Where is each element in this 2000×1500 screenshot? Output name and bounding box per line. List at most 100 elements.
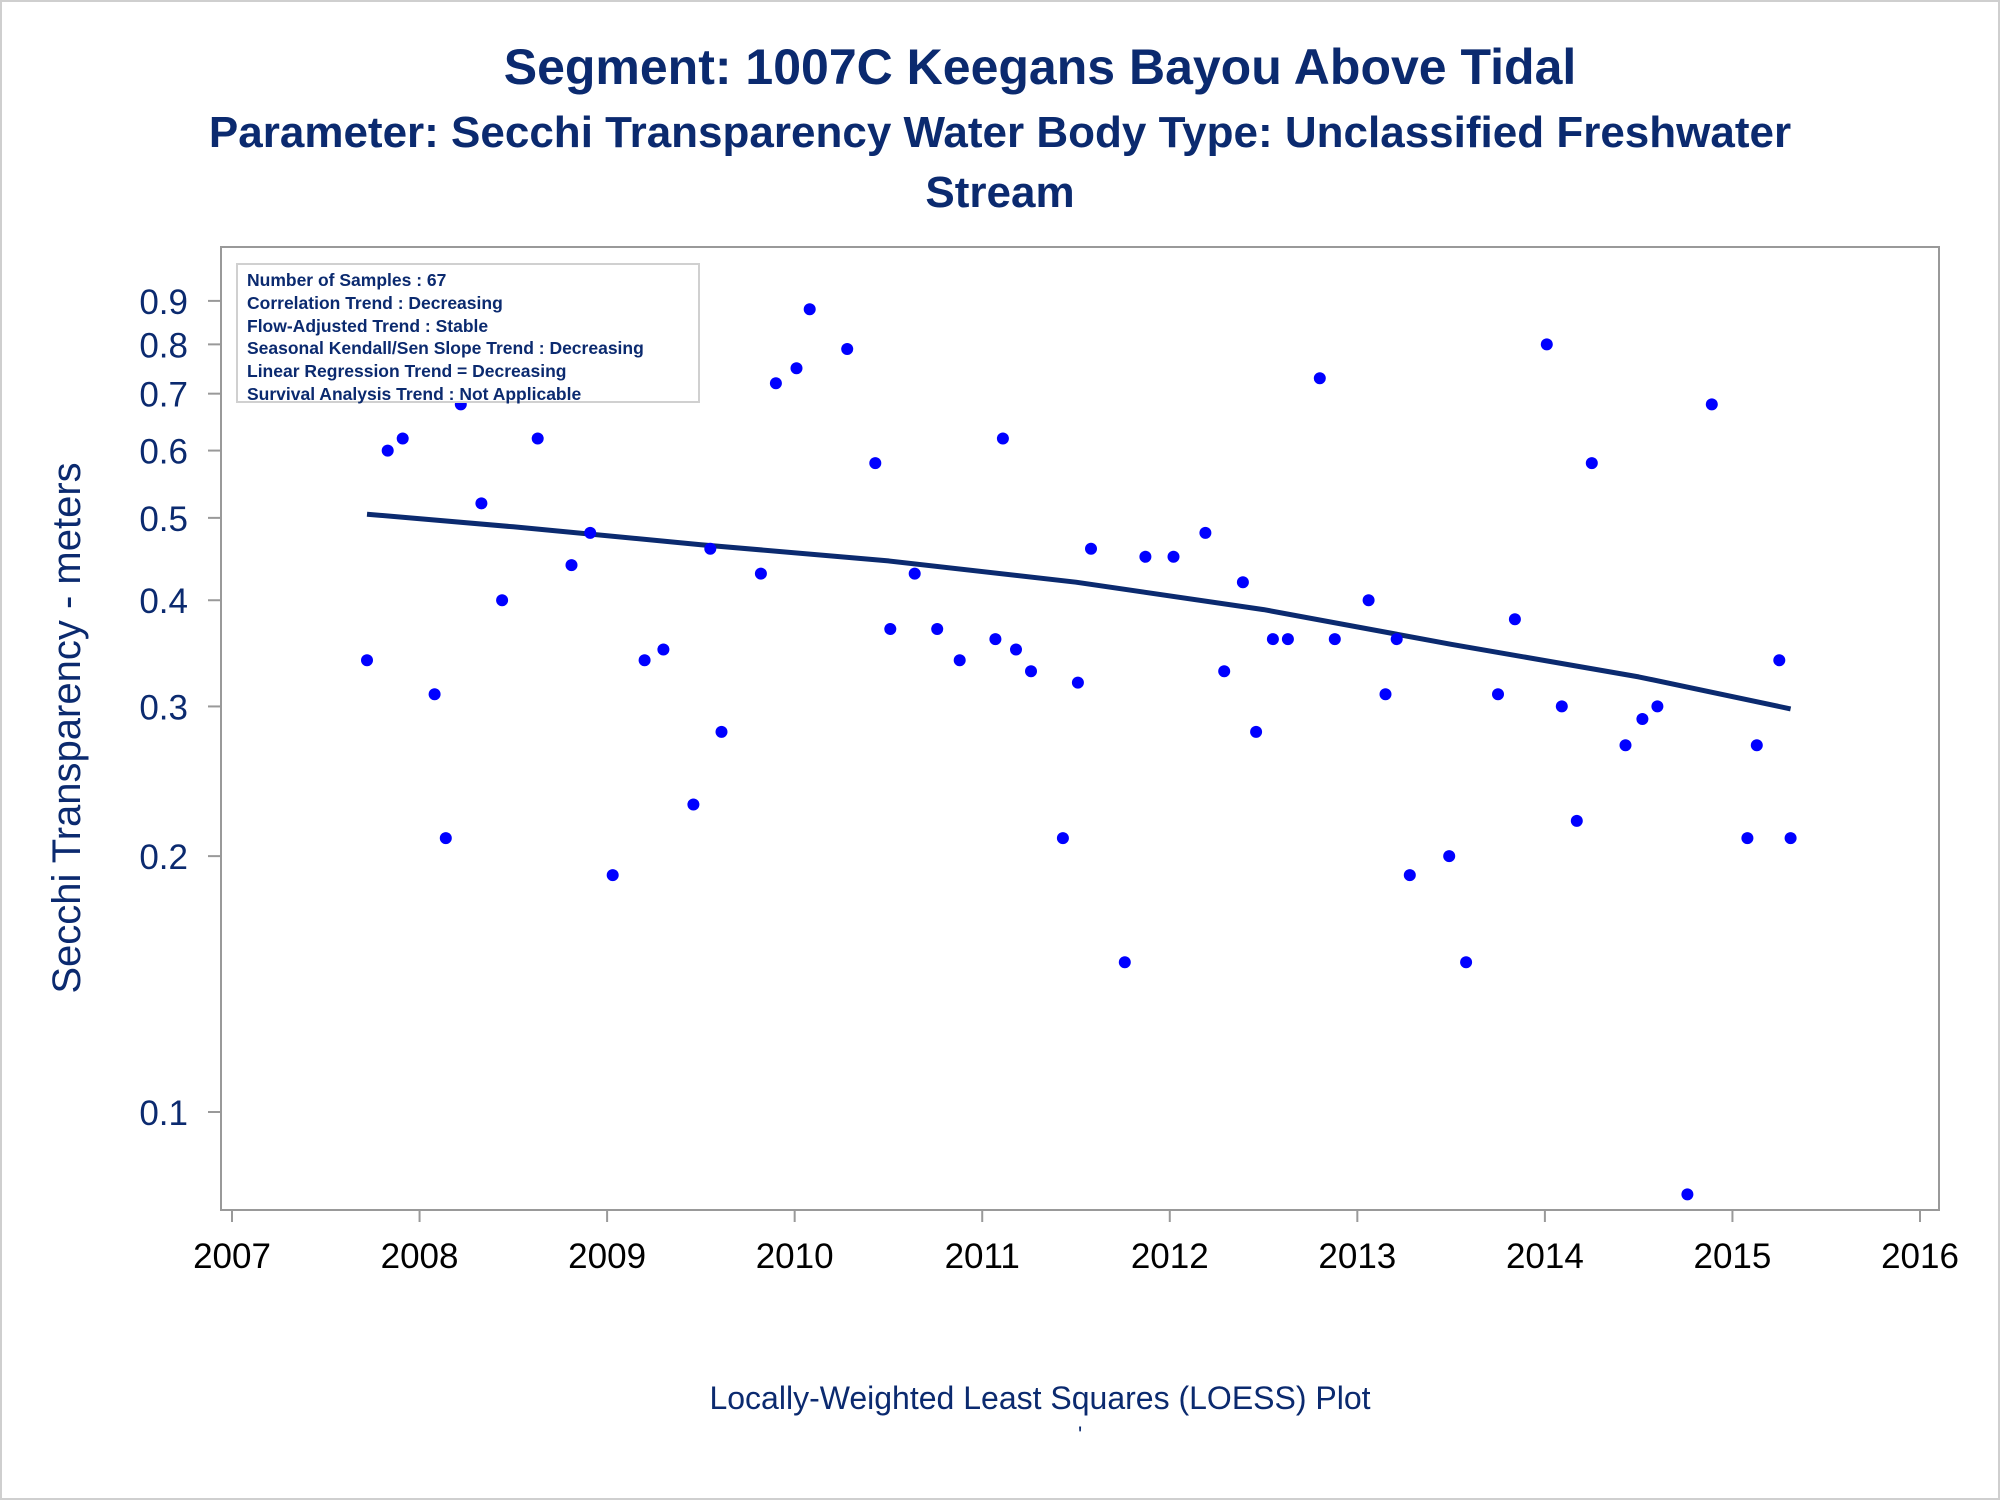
data-point: [638, 654, 651, 667]
data-point: [989, 633, 1002, 646]
data-point: [908, 567, 921, 580]
data-point: [1071, 676, 1084, 689]
data-point: [884, 623, 897, 635]
data-point: [754, 567, 767, 580]
data-point: [841, 343, 854, 355]
chart-title: Segment: 1007C Keegans Bayou Above Tidal: [503, 39, 1577, 95]
data-point: [1139, 550, 1152, 563]
data-point: [1619, 739, 1632, 752]
data-point: [1118, 956, 1131, 969]
data-point: [1199, 526, 1212, 539]
data-point: [1167, 550, 1180, 563]
data-point: [803, 303, 816, 316]
y-tick-label: 0.2: [139, 838, 188, 877]
data-point: [606, 869, 619, 882]
stat-line: Flow-Adjusted Trend : Stable: [247, 315, 489, 336]
trend-line: [366, 511, 1792, 712]
x-tick-label: 2008: [381, 1237, 459, 1276]
footer-mark: ': [1078, 1422, 1083, 1447]
y-axis: 0.1 0.2 0.3 0.4 0.5 0.6 0.7 0.8 0.9: [139, 283, 221, 1133]
plot-area: [220, 246, 1940, 1211]
data-point: [1379, 688, 1392, 701]
data-point: [1750, 739, 1763, 752]
data-point: [687, 798, 700, 811]
data-point: [1636, 713, 1649, 725]
data-point: [565, 559, 578, 572]
data-point: [531, 432, 544, 445]
data-point: [996, 432, 1009, 445]
y-tick-label: 0.5: [139, 500, 188, 539]
y-axis-label: Secchi Transparency - meters: [45, 462, 89, 993]
data-point: [1085, 542, 1097, 555]
chart-subtitle-line1: Parameter: Secchi Transparency Water Bod…: [208, 108, 1792, 157]
stat-line: Seasonal Kendall/Sen Slope Trend : Decre…: [247, 338, 644, 359]
data-point: [439, 832, 452, 845]
x-tick-label: 2010: [756, 1237, 834, 1276]
data-point: [1362, 594, 1375, 607]
data-point: [1741, 832, 1754, 845]
data-point: [1570, 814, 1583, 827]
stat-line: Number of Samples : 67: [247, 270, 447, 290]
data-point: [931, 623, 944, 635]
y-tick-label: 0.1: [139, 1094, 188, 1133]
data-point: [715, 725, 728, 738]
data-point: [1281, 633, 1294, 646]
data-point: [769, 377, 782, 390]
data-point: [496, 594, 509, 607]
data-point: [1056, 832, 1069, 845]
data-point: [1585, 457, 1598, 470]
data-points: [361, 303, 1797, 1201]
data-point: [1508, 613, 1521, 626]
data-point: [1390, 633, 1403, 646]
data-point: [869, 457, 882, 470]
data-point: [1403, 869, 1416, 882]
x-tick-label: 2013: [1318, 1237, 1396, 1276]
data-point: [1010, 643, 1022, 656]
x-tick-label: 2011: [945, 1237, 1020, 1276]
data-point: [1540, 338, 1553, 351]
data-point: [1025, 665, 1037, 678]
data-point: [1313, 372, 1326, 385]
x-tick-label: 2012: [1131, 1237, 1209, 1276]
x-axis: 2007 2008 2009 2010 2011 2012 2013 2014 2015 2016: [193, 1210, 1959, 1276]
data-point: [704, 542, 717, 555]
data-point: [1250, 725, 1263, 738]
data-point: [475, 497, 488, 510]
x-tick-label: 2014: [1506, 1237, 1584, 1276]
data-point: [1443, 850, 1456, 863]
data-point: [361, 654, 373, 667]
stat-line: Correlation Trend : Decreasing: [247, 292, 503, 313]
data-point: [953, 654, 966, 667]
x-tick-label: 2015: [1694, 1237, 1772, 1276]
data-point: [790, 362, 803, 375]
data-point: [1218, 665, 1231, 678]
stat-line: Linear Regression Trend = Decreasing: [247, 361, 567, 382]
data-point: [1492, 688, 1504, 701]
data-point: [1328, 633, 1341, 646]
loess-trend: [366, 511, 1792, 712]
footer-caption: Locally-Weighted Least Squares (LOESS) P…: [709, 1380, 1371, 1416]
y-tick-label: 0.6: [139, 433, 188, 472]
y-tick-label: 0.3: [139, 688, 188, 727]
data-point: [1784, 832, 1797, 845]
data-point: [1266, 633, 1279, 646]
data-point: [1555, 700, 1568, 713]
data-point: [396, 432, 409, 445]
y-tick-label: 0.9: [139, 283, 188, 322]
data-point: [1705, 398, 1718, 411]
x-tick-label: 2009: [568, 1237, 646, 1276]
y-tick-label: 0.7: [139, 376, 188, 415]
data-point: [1651, 700, 1664, 713]
data-point: [584, 526, 597, 539]
data-point: [1236, 576, 1249, 589]
y-tick-label: 0.8: [139, 326, 188, 365]
data-point: [1460, 956, 1473, 969]
data-point: [428, 688, 441, 701]
data-point: [1773, 654, 1786, 667]
data-point: [381, 444, 394, 457]
x-tick-label: 2016: [1881, 1237, 1959, 1276]
data-point: [1681, 1188, 1694, 1201]
x-tick-label: 2007: [193, 1237, 271, 1276]
